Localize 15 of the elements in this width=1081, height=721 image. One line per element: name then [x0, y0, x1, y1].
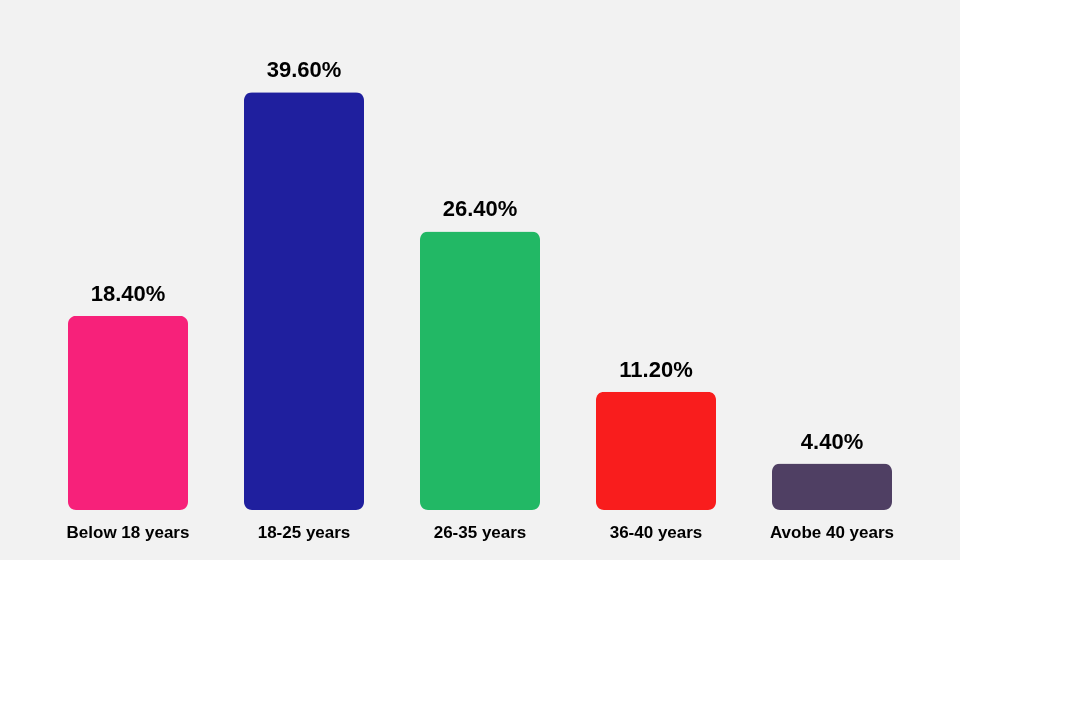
data-label: 4.40% [800, 428, 864, 454]
bar [596, 391, 716, 510]
data-label: 11.20% [619, 356, 693, 382]
x-tick-label: 36-40 years [609, 522, 703, 542]
bar [420, 231, 540, 510]
x-tick-label: Avobe 40 years [769, 522, 895, 542]
data-label: 39.60% [266, 57, 342, 83]
data-label: 26.40% [442, 196, 518, 222]
bar [244, 92, 364, 510]
x-tick-label: 26-35 years [433, 522, 527, 542]
x-tick-label: 18-25 years [257, 522, 351, 542]
bar [68, 315, 188, 510]
bar [772, 463, 892, 510]
x-tick-label: Below 18 years [66, 522, 190, 542]
data-label: 18.40% [90, 280, 166, 306]
